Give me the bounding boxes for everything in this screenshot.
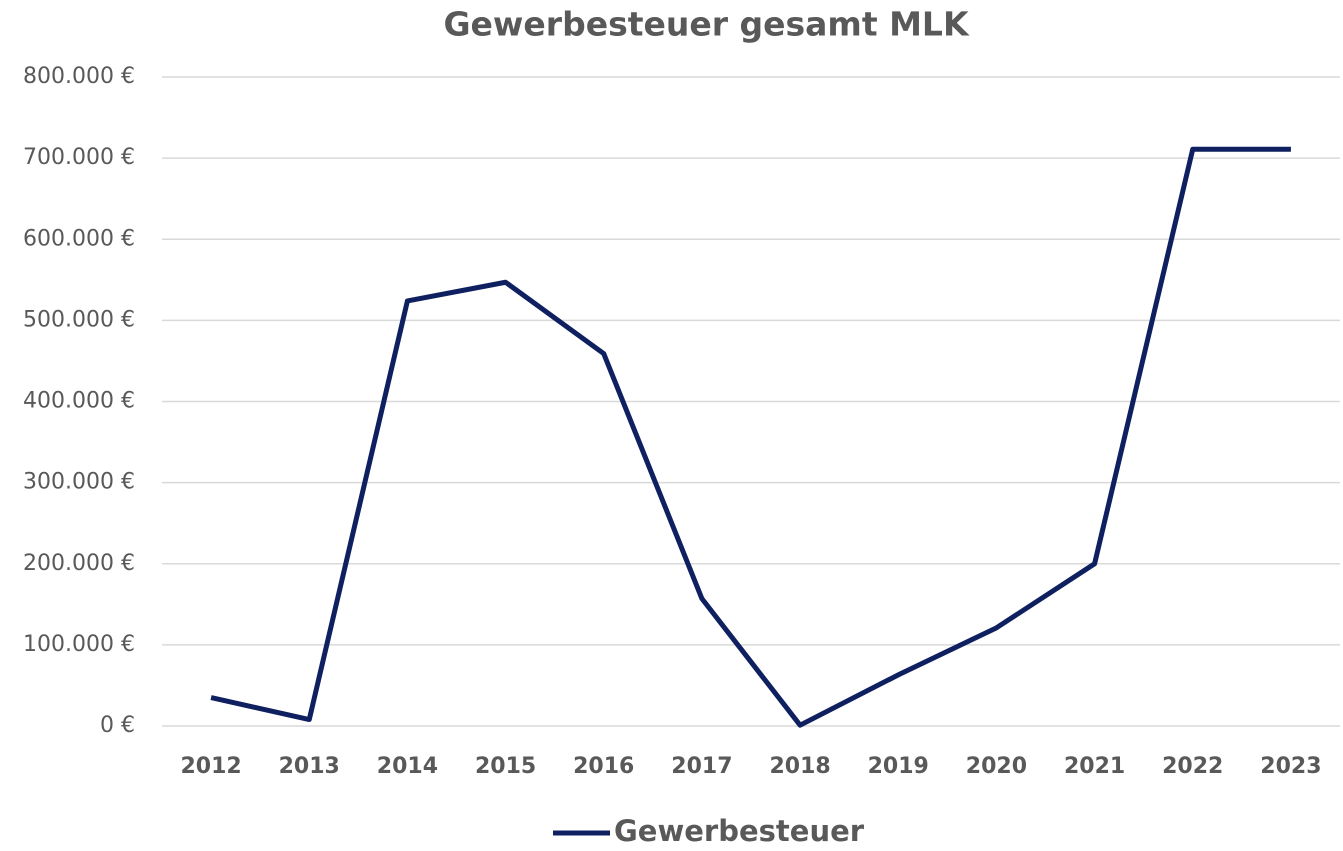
x-tick-label: 2021	[1064, 754, 1125, 779]
x-tick-label: 2020	[966, 754, 1027, 779]
y-tick-label: 600.000 €	[23, 226, 135, 251]
chart-title: Gewerbesteuer gesamt MLK	[443, 5, 969, 44]
x-tick-label: 2018	[769, 754, 830, 779]
y-tick-label: 400.000 €	[23, 389, 135, 414]
y-tick-label: 700.000 €	[23, 145, 135, 170]
x-tick-label: 2013	[279, 754, 340, 779]
y-tick-label: 500.000 €	[23, 307, 135, 332]
x-tick-label: 2023	[1260, 754, 1321, 779]
x-tick-label: 2015	[475, 754, 536, 779]
x-tick-label: 2019	[868, 754, 929, 779]
y-tick-label: 300.000 €	[23, 470, 135, 495]
x-tick-label: 2022	[1162, 754, 1223, 779]
y-tick-label: 200.000 €	[23, 551, 135, 576]
x-tick-label: 2014	[377, 754, 438, 779]
y-tick-label: 0 €	[100, 713, 135, 738]
x-tick-label: 2016	[573, 754, 634, 779]
x-tick-label: 2012	[180, 754, 241, 779]
y-tick-label: 100.000 €	[23, 632, 135, 657]
x-tick-label: 2017	[671, 754, 732, 779]
y-tick-label: 800.000 €	[23, 64, 135, 89]
legend-label: Gewerbesteuer	[614, 814, 865, 848]
series-line	[210, 146, 1291, 728]
